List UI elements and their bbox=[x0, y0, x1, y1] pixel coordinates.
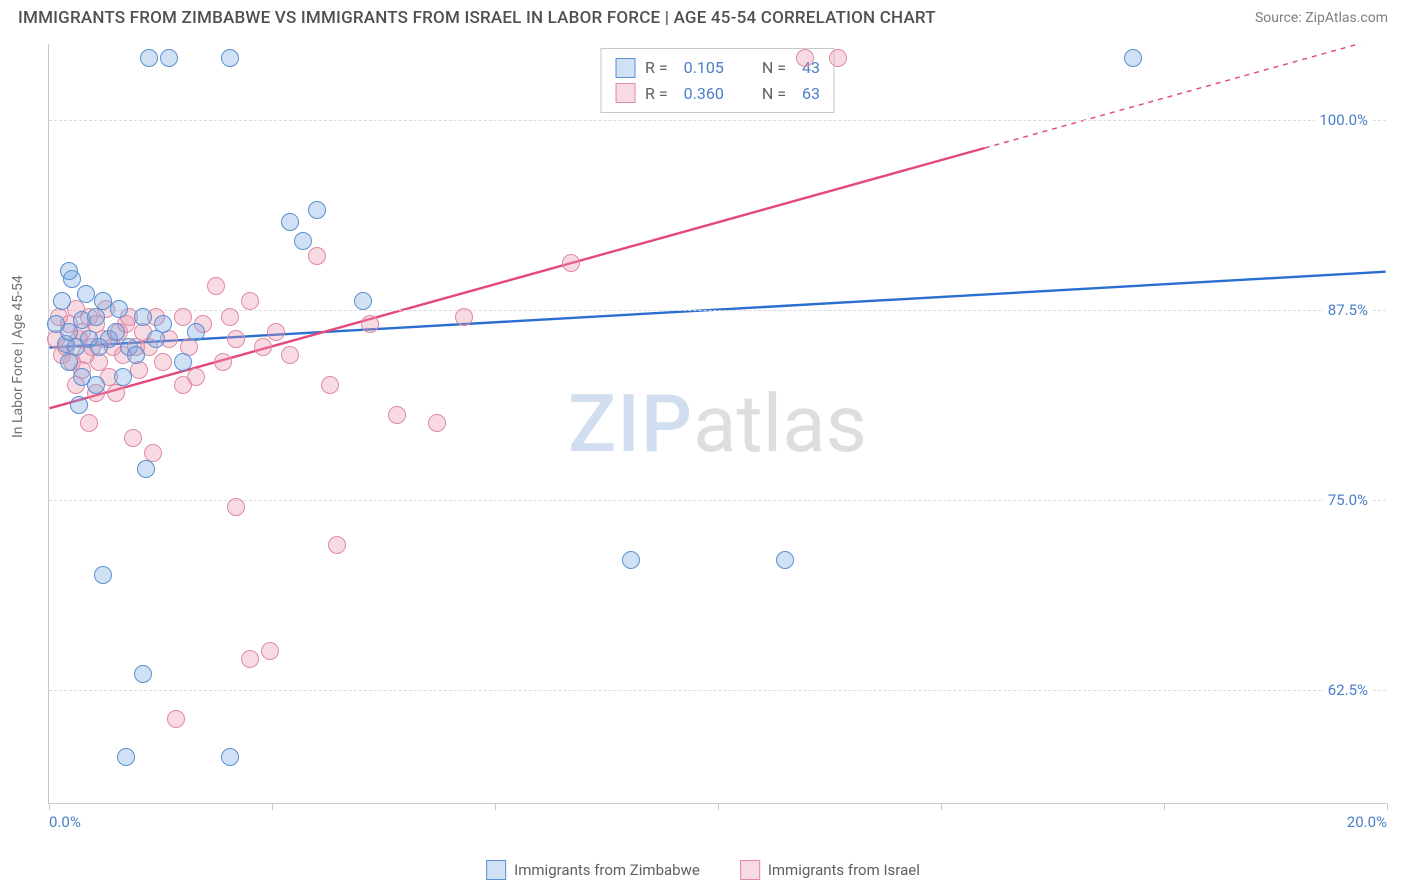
scatter-point bbox=[160, 49, 178, 67]
legend-label: Immigrants from Zimbabwe bbox=[514, 861, 700, 879]
scatter-point bbox=[227, 330, 245, 348]
gridline-h bbox=[49, 690, 1386, 691]
chart-title: IMMIGRANTS FROM ZIMBABWE VS IMMIGRANTS F… bbox=[18, 8, 936, 28]
scatter-point bbox=[134, 665, 152, 683]
bottom-legend: Immigrants from Zimbabwe Immigrants from … bbox=[486, 860, 920, 880]
scatter-point bbox=[174, 353, 192, 371]
scatter-point bbox=[354, 292, 372, 310]
scatter-point bbox=[428, 414, 446, 432]
scatter-point bbox=[140, 49, 158, 67]
bottom-legend-item: Immigrants from Zimbabwe bbox=[486, 860, 700, 880]
scatter-point bbox=[154, 315, 172, 333]
legend-label: Immigrants from Israel bbox=[768, 861, 920, 879]
scatter-point bbox=[361, 315, 379, 333]
y-tick-label: 62.5% bbox=[1324, 681, 1372, 699]
scatter-point bbox=[221, 748, 239, 766]
stat-r-label: R = bbox=[645, 55, 668, 81]
scatter-point bbox=[254, 338, 272, 356]
scatter-point bbox=[110, 300, 128, 318]
y-tick-label: 100.0% bbox=[1315, 111, 1372, 129]
scatter-point bbox=[53, 292, 71, 310]
scatter-point bbox=[214, 353, 232, 371]
gridline-h bbox=[49, 120, 1386, 121]
scatter-point bbox=[87, 376, 105, 394]
scatter-point bbox=[154, 353, 172, 371]
scatter-point bbox=[70, 396, 88, 414]
scatter-point bbox=[130, 361, 148, 379]
watermark-atlas: atlas bbox=[693, 377, 867, 471]
x-tick-label: 0.0% bbox=[49, 813, 81, 831]
chart-source: Source: ZipAtlas.com bbox=[1255, 10, 1388, 26]
stats-row: R = 0.360 N = 63 bbox=[615, 81, 820, 107]
stat-n-label: N = bbox=[762, 81, 786, 107]
scatter-point bbox=[241, 650, 259, 668]
scatter-point bbox=[622, 551, 640, 569]
scatter-point bbox=[77, 285, 95, 303]
scatter-point bbox=[455, 308, 473, 326]
scatter-point bbox=[221, 308, 239, 326]
scatter-point bbox=[227, 498, 245, 516]
y-axis-title: In Labor Force | Age 45-54 bbox=[10, 275, 26, 438]
scatter-point bbox=[829, 49, 847, 67]
watermark-zip: ZIP bbox=[568, 377, 693, 471]
x-tick bbox=[495, 803, 496, 810]
scatter-point bbox=[241, 292, 259, 310]
stat-n-value: 63 bbox=[802, 81, 820, 107]
header: IMMIGRANTS FROM ZIMBABWE VS IMMIGRANTS F… bbox=[0, 0, 1406, 32]
stat-r-label: R = bbox=[645, 81, 668, 107]
scatter-point bbox=[187, 368, 205, 386]
bottom-legend-item: Immigrants from Israel bbox=[740, 860, 920, 880]
scatter-point bbox=[1124, 49, 1142, 67]
scatter-point bbox=[388, 406, 406, 424]
scatter-point bbox=[308, 201, 326, 219]
scatter-point bbox=[261, 642, 279, 660]
scatter-point bbox=[221, 49, 239, 67]
scatter-point bbox=[267, 323, 285, 341]
stats-row: R =0.105N =43 bbox=[615, 55, 820, 81]
scatter-point bbox=[207, 277, 225, 295]
scatter-point bbox=[137, 460, 155, 478]
scatter-point bbox=[562, 254, 580, 272]
scatter-point bbox=[281, 346, 299, 364]
y-tick-label: 87.5% bbox=[1324, 301, 1372, 319]
legend-swatch bbox=[615, 83, 635, 103]
x-tick bbox=[49, 803, 50, 810]
scatter-point bbox=[328, 536, 346, 554]
stat-n-label: N = bbox=[762, 55, 786, 81]
stat-r-value: 0.360 bbox=[684, 81, 724, 107]
x-tick-label: 20.0% bbox=[1347, 813, 1387, 831]
legend-swatch bbox=[740, 860, 760, 880]
scatter-point bbox=[134, 308, 152, 326]
scatter-point bbox=[80, 414, 98, 432]
scatter-point bbox=[124, 429, 142, 447]
scatter-point bbox=[167, 710, 185, 728]
scatter-point bbox=[94, 292, 112, 310]
scatter-point bbox=[114, 368, 132, 386]
scatter-point bbox=[796, 49, 814, 67]
scatter-point bbox=[174, 308, 192, 326]
x-tick bbox=[941, 803, 942, 810]
x-tick bbox=[718, 803, 719, 810]
x-tick bbox=[1387, 803, 1388, 810]
scatter-point bbox=[321, 376, 339, 394]
scatter-point bbox=[117, 748, 135, 766]
scatter-point bbox=[187, 323, 205, 341]
x-tick bbox=[1164, 803, 1165, 810]
y-tick-label: 75.0% bbox=[1324, 491, 1372, 509]
x-tick bbox=[272, 803, 273, 810]
scatter-point bbox=[94, 566, 112, 584]
watermark: ZIPatlas bbox=[568, 377, 867, 471]
chart-plot-area: ZIPatlas R =0.105N =43R =0.360N =63 62.5… bbox=[48, 44, 1386, 804]
legend-swatch bbox=[486, 860, 506, 880]
scatter-point bbox=[107, 323, 125, 341]
scatter-point bbox=[308, 247, 326, 265]
scatter-point bbox=[127, 346, 145, 364]
scatter-point bbox=[60, 262, 78, 280]
gridline-h bbox=[49, 500, 1386, 501]
stat-r-value: 0.105 bbox=[684, 55, 724, 81]
scatter-point bbox=[281, 213, 299, 231]
scatter-point bbox=[294, 232, 312, 250]
scatter-point bbox=[776, 551, 794, 569]
legend-swatch bbox=[615, 58, 635, 78]
